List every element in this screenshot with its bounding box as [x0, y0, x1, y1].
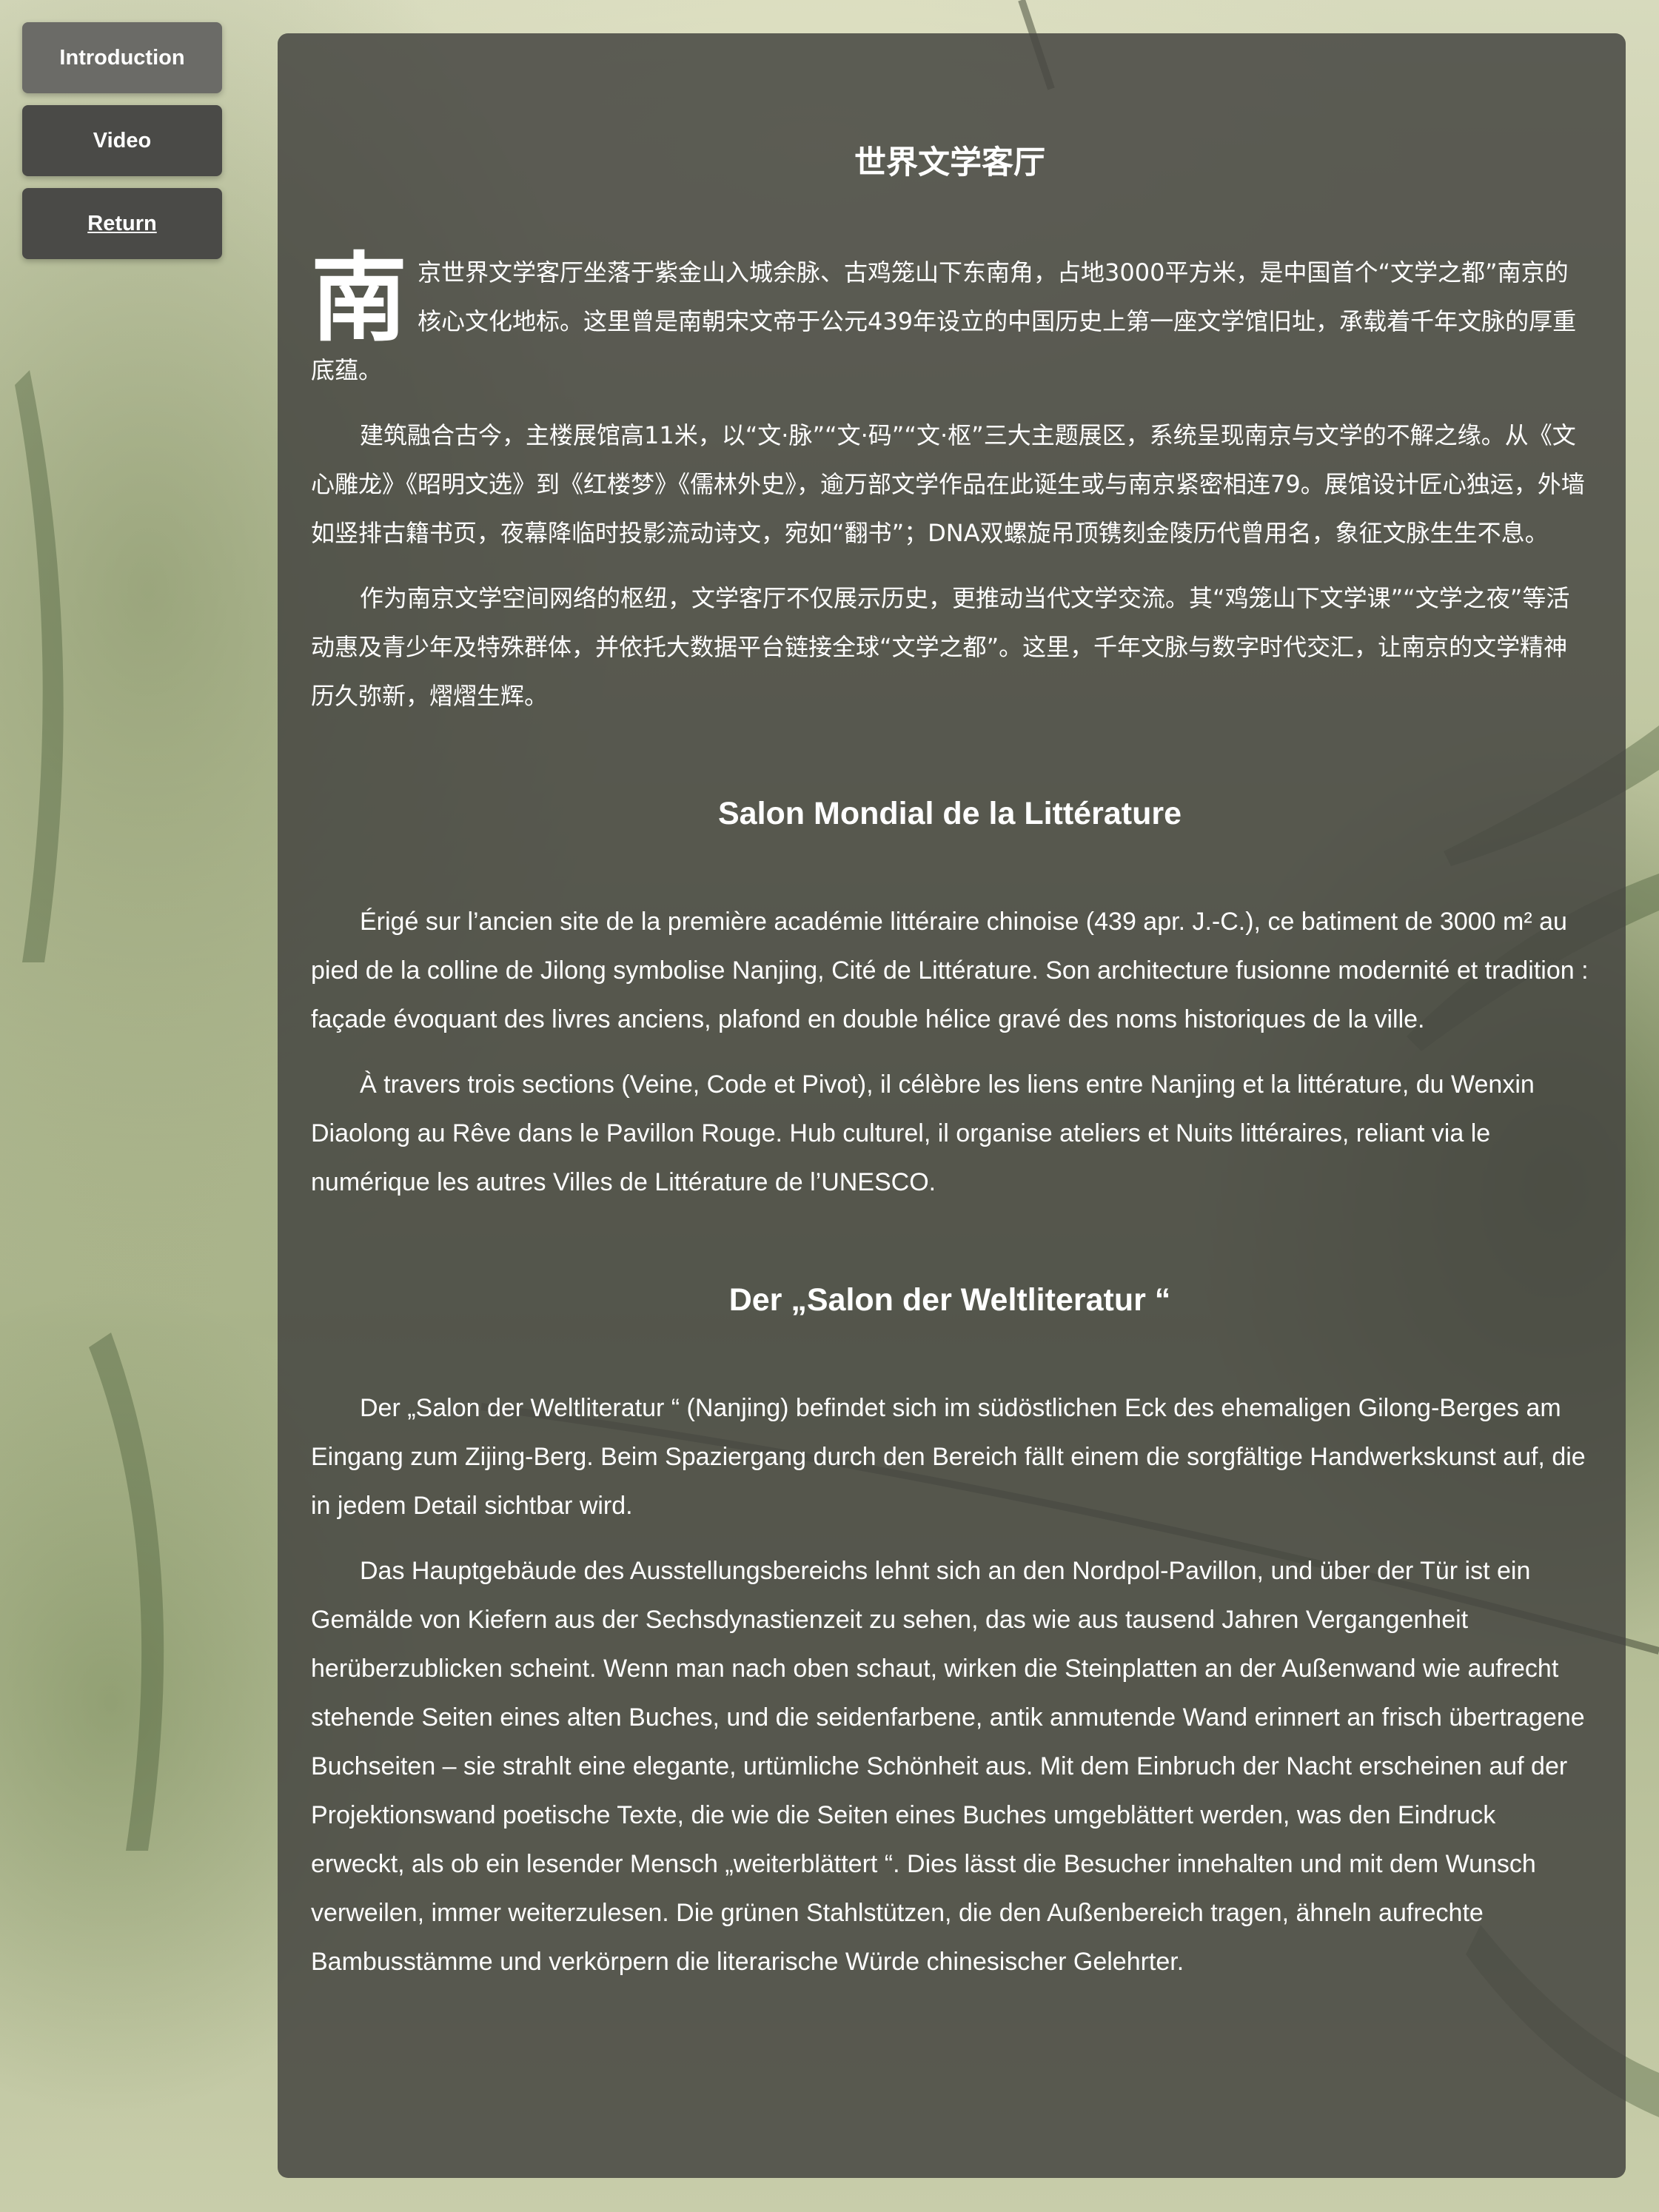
chinese-paragraph-1-text: 京世界文学客厅坐落于紫金山入城余脉、古鸡笼山下东南角，占地3000平方米，是中国…	[311, 258, 1577, 384]
chinese-paragraph-3: 作为南京文学空间网络的枢纽，文学客厅不仅展示历史，更推动当代文学交流。其“鸡笼山…	[311, 584, 1570, 710]
nav-video-button[interactable]: Video	[22, 105, 222, 176]
german-section: Der „Salon der Weltliteratur “ Der „Salo…	[311, 1282, 1589, 1986]
chinese-title: 世界文学客厅	[854, 145, 1045, 181]
german-title: Der „Salon der Weltliteratur “	[728, 1282, 1171, 1318]
french-title: Salon Mondial de la Littérature	[718, 796, 1182, 831]
drop-cap: 南	[311, 242, 408, 355]
german-paragraph-1: Der „Salon der Weltliteratur “ (Nanjing)…	[311, 1394, 1586, 1520]
chinese-paragraph-1: 南京世界文学客厅坐落于紫金山入城余脉、古鸡笼山下东南角，占地3000平方米，是中…	[311, 248, 1589, 395]
nav-video-label: Video	[93, 128, 152, 153]
side-navigation: Introduction Video Return	[22, 22, 222, 271]
nav-introduction-button[interactable]: Introduction	[22, 22, 222, 93]
nav-return-label: Return	[87, 211, 157, 235]
chinese-paragraph-2: 建筑融合古今，主楼展馆高11米，以“文·脉”“文·码”“文·枢”三大主题展区，系…	[311, 421, 1585, 547]
french-paragraph-2: À travers trois sections (Veine, Code et…	[311, 1070, 1535, 1196]
french-section: Salon Mondial de la Littérature Érigé su…	[311, 796, 1589, 1207]
nav-introduction-label: Introduction	[59, 45, 185, 70]
content-panel: 世界文学客厅 南京世界文学客厅坐落于紫金山入城余脉、古鸡笼山下东南角，占地300…	[278, 33, 1626, 2178]
nav-return-link[interactable]: Return	[22, 188, 222, 259]
german-paragraph-2: Das Hauptgebäude des Ausstellungsbereich…	[311, 1557, 1585, 1976]
chinese-section: 世界文学客厅 南京世界文学客厅坐落于紫金山入城余脉、古鸡笼山下东南角，占地300…	[311, 33, 1589, 720]
french-paragraph-1: Érigé sur l’ancien site de la première a…	[311, 908, 1589, 1033]
